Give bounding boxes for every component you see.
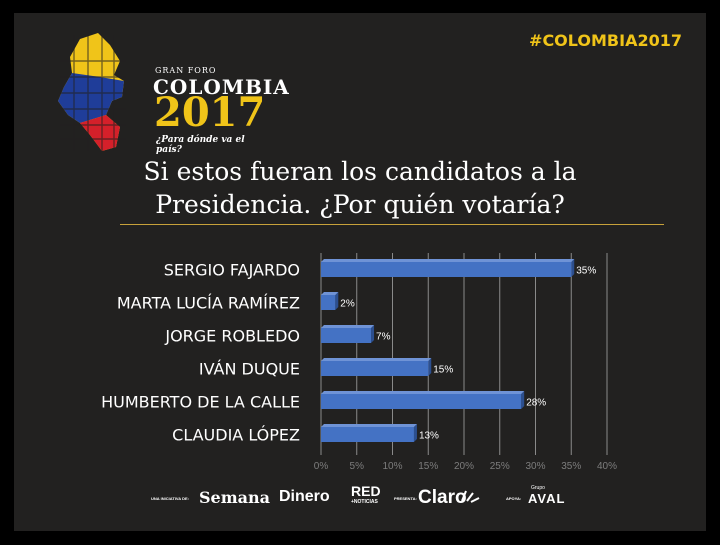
- data-label: 7%: [376, 332, 391, 343]
- title-underline: [120, 224, 664, 225]
- category-label: IVÁN DUQUE: [199, 360, 300, 379]
- category-label: HUMBERTO DE LA CALLE: [101, 393, 300, 412]
- logo-year-text: 2017: [154, 89, 266, 136]
- bar-top: [321, 424, 417, 427]
- category-label: CLAUDIA LÓPEZ: [172, 426, 300, 445]
- bar: [321, 262, 572, 277]
- bar-top: [321, 325, 375, 328]
- hashtag: #COLOMBIA2017: [529, 31, 682, 50]
- slide: GRAN FORO COLOMBIA 2017 ¿Para dónde va e…: [14, 13, 706, 531]
- claro-logo: Claro: [418, 487, 467, 508]
- x-tick-label: 30%: [525, 461, 545, 472]
- bar-side: [571, 259, 575, 277]
- x-tick-label: 20%: [454, 461, 474, 472]
- claro-rays-icon: [461, 490, 480, 503]
- data-label: 28%: [526, 398, 546, 409]
- x-tick-label: 40%: [597, 461, 617, 472]
- category-label: JORGE ROBLEDO: [164, 327, 300, 346]
- bar: [321, 394, 522, 409]
- red-logo: RED: [351, 483, 381, 499]
- x-tick-label: 5%: [350, 461, 365, 472]
- category-label: MARTA LUCÍA RAMÍREZ: [117, 294, 300, 313]
- dinero-logo: Dinero: [279, 488, 330, 505]
- sponsor-intro: UNA INICIATIVA DE:: [151, 496, 189, 501]
- x-tick-label: 0%: [314, 461, 329, 472]
- bar-side: [335, 292, 339, 310]
- bar-top: [321, 292, 339, 295]
- colombia-map-icon: [58, 33, 126, 151]
- semana-logo: Semana: [199, 488, 271, 507]
- data-label: 35%: [576, 266, 596, 277]
- bar-side: [371, 325, 375, 343]
- red-logo-sub: +NOTICIAS: [351, 499, 378, 505]
- bar: [321, 295, 336, 310]
- bar-top: [321, 358, 432, 361]
- x-tick-label: 10%: [382, 461, 402, 472]
- data-label: 2%: [340, 299, 355, 310]
- bar-top: [321, 391, 525, 394]
- gran-foro-logo: GRAN FORO COLOMBIA 2017 ¿Para dónde va e…: [50, 31, 289, 155]
- title-line-2: Presidencia. ¿Por quién votaría?: [155, 190, 565, 219]
- category-label: SERGIO FAJARDO: [164, 261, 300, 280]
- bar-side: [428, 358, 432, 376]
- bar: [321, 361, 429, 376]
- x-tick-label: 35%: [561, 461, 581, 472]
- bar: [321, 328, 372, 343]
- logo-gran-foro-text: GRAN FORO: [155, 66, 217, 75]
- data-label: 15%: [433, 365, 453, 376]
- slide-title: Si estos fueran los candidatos a la Pres…: [14, 155, 706, 221]
- sponsors-strip: UNA INICIATIVA DE: Semana Dinero RED +NO…: [14, 483, 706, 515]
- apoya-label: APOYA:: [506, 496, 522, 501]
- logo-country-text: COLOMBIA: [153, 75, 290, 99]
- x-tick-label: 25%: [490, 461, 510, 472]
- bar: [321, 427, 414, 442]
- bar-side: [413, 424, 417, 442]
- presenta-label: PRESENTA:: [394, 496, 417, 501]
- aval-logo: AVAL: [528, 491, 566, 506]
- data-label: 13%: [419, 431, 439, 442]
- bar-chart: 0% 5% 10% 15% 20% 25% 30% 35% 40% SERGIO FAJARDO 3…: [101, 253, 617, 472]
- title-line-1: Si estos fueran los candidatos a la: [143, 157, 577, 186]
- bar-side: [521, 391, 525, 409]
- x-tick-label: 15%: [418, 461, 438, 472]
- grupo-label: Grupo: [531, 485, 545, 491]
- logo-tagline-text: ¿Para dónde va el país?: [156, 135, 245, 155]
- bar-top: [321, 259, 575, 262]
